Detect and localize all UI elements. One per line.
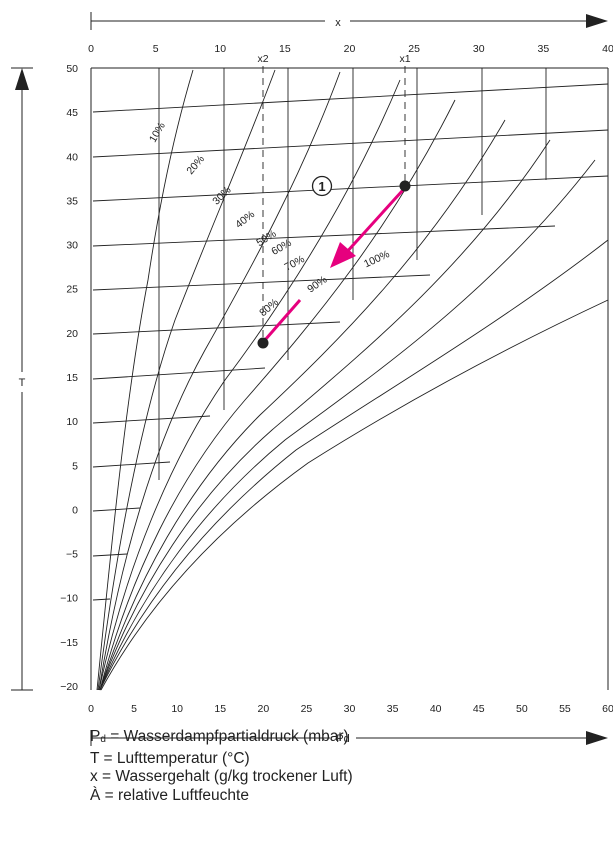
point-1-badge: 1 bbox=[311, 175, 333, 197]
left-tick-label: 45 bbox=[66, 107, 78, 119]
bottom-tick-label: 10 bbox=[171, 703, 183, 715]
top-tick-labels: 0 5 10 15 20 25 30 35 40 bbox=[88, 43, 613, 55]
isotherm-10 bbox=[92, 461, 171, 468]
rh-curve-label: 10% bbox=[147, 120, 168, 144]
left-tick-label: −20 bbox=[60, 681, 78, 693]
top-tick-label: 40 bbox=[602, 43, 613, 55]
left-tick-label: 10 bbox=[66, 416, 78, 428]
x1-marker-label: x1 bbox=[399, 53, 410, 65]
left-tick-label: 35 bbox=[66, 195, 78, 207]
left-tick-label: 20 bbox=[66, 328, 78, 340]
bottom-tick-label: 40 bbox=[430, 703, 442, 715]
legend-pd: Pd = Wasserdampfpartialdruck (mbar) bbox=[90, 728, 349, 745]
left-tick-label: 40 bbox=[66, 151, 78, 163]
top-tick-label: 35 bbox=[538, 43, 550, 55]
bottom-axis-label: Pd bbox=[336, 733, 349, 745]
isotherm-50 bbox=[92, 83, 609, 113]
left-axis-label: T bbox=[19, 377, 26, 389]
isotherm-20 bbox=[92, 367, 266, 380]
rh-curve-label: 20% bbox=[184, 153, 207, 177]
bottom-axis-arrow bbox=[90, 730, 608, 746]
point-1-badge-label: 1 bbox=[318, 179, 325, 194]
water-content-lines bbox=[158, 68, 547, 480]
top-tick-label: 25 bbox=[408, 43, 420, 55]
state-point-1 bbox=[399, 180, 411, 192]
isotherm-15 bbox=[92, 415, 211, 424]
left-tick-label: 50 bbox=[66, 63, 78, 75]
left-tick-label: −5 bbox=[66, 549, 78, 561]
bottom-tick-label: 0 bbox=[88, 703, 94, 715]
rh-curve-90 bbox=[99, 239, 609, 691]
top-tick-label: 0 bbox=[88, 43, 94, 55]
bottom-tick-label: 60 bbox=[602, 703, 613, 715]
rh-labels: 10%20%30%40%50%60%70%80%90%100% bbox=[147, 120, 391, 319]
isotherm-0 bbox=[92, 553, 128, 557]
left-tick-label: 15 bbox=[66, 372, 78, 384]
left-tick-label: −10 bbox=[60, 593, 78, 605]
rh-curve-label: 40% bbox=[233, 208, 257, 230]
bottom-tick-label: 30 bbox=[344, 703, 356, 715]
left-tick-label: 25 bbox=[66, 284, 78, 296]
bottom-tick-label: 5 bbox=[131, 703, 137, 715]
isotherm-minus5 bbox=[92, 598, 111, 601]
top-axis-arrow bbox=[90, 12, 608, 30]
bottom-tick-label: 50 bbox=[516, 703, 528, 715]
isotherm-25 bbox=[92, 321, 341, 335]
top-tick-label: 5 bbox=[153, 43, 159, 55]
top-tick-label: 30 bbox=[473, 43, 485, 55]
rh-curve-60 bbox=[99, 119, 506, 691]
bottom-tick-label: 25 bbox=[301, 703, 313, 715]
isotherm-lines bbox=[92, 83, 609, 601]
rh-curve-label: 80% bbox=[257, 296, 281, 319]
legend-rh: À = relative Luftfeuchte bbox=[90, 786, 249, 804]
process-line-lower bbox=[263, 299, 302, 341]
relative-humidity-curves bbox=[96, 69, 609, 691]
rh-curve-40 bbox=[98, 79, 401, 691]
rh-curve-80 bbox=[99, 159, 596, 691]
bottom-tick-labels: 0 5 10 15 20 25 30 35 40 45 50 55 60 bbox=[88, 703, 613, 715]
bottom-tick-label: 55 bbox=[559, 703, 571, 715]
bottom-tick-label: 35 bbox=[387, 703, 399, 715]
legend-t: T = Lufttemperatur (°C) bbox=[90, 749, 250, 767]
rh-curve-70 bbox=[99, 139, 551, 691]
process-arrow bbox=[263, 188, 405, 341]
bottom-tick-label: 15 bbox=[214, 703, 226, 715]
isotherm-35 bbox=[92, 225, 556, 247]
rh-curve-label: 30% bbox=[210, 184, 233, 207]
left-tick-label: 30 bbox=[66, 240, 78, 252]
legend: Pd = Wasserdampfpartialdruck (mbar) T = … bbox=[90, 728, 353, 805]
isotherm-30 bbox=[92, 274, 431, 291]
rh-curve-50 bbox=[99, 99, 456, 691]
bottom-tick-label: 20 bbox=[257, 703, 269, 715]
legend-x: x = Wassergehalt (g/kg trockener Luft) bbox=[90, 768, 353, 785]
left-tick-label: 0 bbox=[72, 504, 78, 516]
left-axis-arrow bbox=[11, 67, 33, 691]
rh-curve-100 bbox=[100, 299, 609, 691]
state-point-2 bbox=[257, 337, 269, 349]
rh-curve-label: 100% bbox=[362, 248, 391, 270]
rh-curve-10 bbox=[96, 69, 194, 691]
top-axis-label: x bbox=[335, 17, 341, 29]
left-tick-label: −15 bbox=[60, 637, 78, 649]
top-tick-label: 15 bbox=[279, 43, 291, 55]
rh-curve-20 bbox=[97, 69, 276, 691]
left-tick-label: 5 bbox=[72, 460, 78, 472]
process-line-upper bbox=[343, 188, 405, 256]
isotherm-45 bbox=[92, 129, 609, 158]
rh-curve-30 bbox=[98, 71, 341, 691]
isotherm-40 bbox=[92, 175, 609, 202]
top-tick-label: 10 bbox=[214, 43, 226, 55]
process-arrowhead bbox=[330, 242, 356, 268]
rh-curve-label: 90% bbox=[305, 274, 329, 296]
top-tick-label: 20 bbox=[344, 43, 356, 55]
rh-curve-label: 70% bbox=[282, 253, 306, 273]
bottom-tick-label: 45 bbox=[473, 703, 485, 715]
x2-marker-label: x2 bbox=[257, 53, 268, 65]
isotherm-5 bbox=[92, 507, 141, 512]
dashed-markers bbox=[262, 66, 406, 342]
